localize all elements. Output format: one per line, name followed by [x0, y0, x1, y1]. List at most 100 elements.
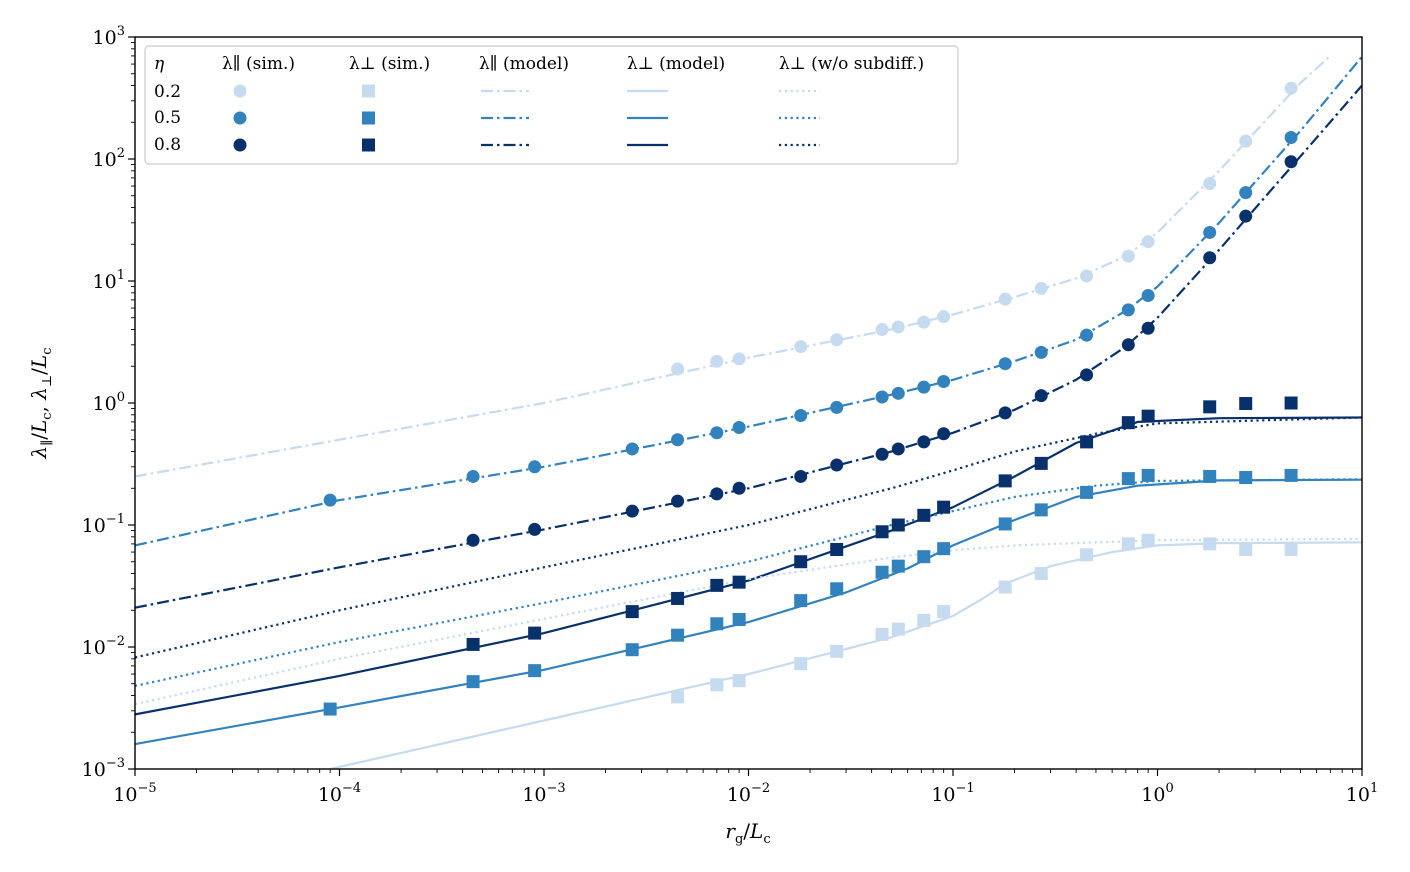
data-point-circle	[875, 390, 889, 404]
data-point-circle	[794, 408, 808, 422]
curve-model_perp-eta-0.2	[329, 541, 1362, 769]
data-point-square	[830, 644, 844, 658]
data-point-square	[891, 518, 905, 532]
y-tick-label: 101	[93, 268, 125, 293]
data-point-square	[998, 517, 1012, 531]
data-point-circle	[937, 310, 951, 324]
data-point-square	[528, 626, 542, 640]
data-point-square	[1121, 537, 1135, 551]
data-point-square	[323, 702, 337, 716]
legend: η λ∥ (sim.) λ⊥ (sim.) λ∥ (model) λ⊥ (mod…	[144, 45, 959, 165]
data-point-square	[1080, 485, 1094, 499]
x-tick-label: 10−2	[727, 781, 770, 806]
data-point-circle	[1203, 225, 1217, 239]
data-point-square	[1034, 456, 1048, 470]
data-point-circle	[710, 354, 724, 368]
data-point-square	[625, 605, 639, 619]
legend-circle-marker	[233, 111, 247, 125]
data-point-circle	[917, 380, 931, 394]
data-point-square	[937, 605, 951, 619]
data-point-circle	[917, 315, 931, 329]
data-point-circle	[671, 433, 685, 447]
data-point-circle	[1203, 176, 1217, 190]
data-point-square	[830, 542, 844, 556]
markers-sim_perp-eta-0.8	[466, 396, 1298, 651]
x-tick-label: 10−5	[113, 781, 156, 806]
data-point-square	[625, 643, 639, 657]
data-point-circle	[891, 386, 905, 400]
data-point-square	[1284, 468, 1298, 482]
data-point-circle	[732, 420, 746, 434]
data-point-square	[710, 617, 724, 631]
data-point-circle	[891, 320, 905, 334]
data-point-square	[875, 525, 889, 539]
data-point-circle	[323, 493, 337, 507]
x-tick-label: 10−4	[318, 781, 361, 806]
data-point-square	[528, 664, 542, 678]
curve-model_perp-eta-0.8	[135, 416, 1362, 716]
data-point-square	[830, 582, 844, 596]
curve-nosub_perp-eta-0.8	[135, 416, 1362, 659]
data-point-circle	[794, 340, 808, 354]
legend-symbols	[233, 84, 820, 152]
data-point-circle	[1034, 345, 1048, 359]
data-point-square	[1034, 567, 1048, 581]
data-point-circle	[1239, 134, 1253, 148]
data-point-square	[875, 627, 889, 641]
data-point-square	[732, 674, 746, 688]
data-point-square	[794, 657, 808, 671]
data-point-square	[1239, 397, 1253, 411]
legend-row-eta-0.8: 0.8	[154, 135, 181, 155]
data-point-square	[1284, 396, 1298, 410]
data-point-circle	[1141, 235, 1155, 249]
legend-col-par-model: λ∥ (model)	[479, 54, 569, 74]
data-point-circle	[1141, 321, 1155, 335]
data-point-square	[671, 690, 685, 704]
data-point-circle	[1284, 155, 1298, 169]
data-point-circle	[998, 406, 1012, 420]
data-point-square	[1034, 503, 1048, 517]
data-point-circle	[875, 323, 889, 337]
data-point-circle	[917, 435, 931, 449]
data-point-square	[1203, 469, 1217, 483]
x-tick-label: 101	[1346, 781, 1378, 806]
legend-row-eta-0.5: 0.5	[154, 108, 181, 128]
legend-col-perp-nosub: λ⊥ (w/o subdiff.)	[779, 54, 924, 74]
y-tick-label: 10−2	[82, 634, 125, 659]
data-point-circle	[998, 292, 1012, 306]
legend-square-marker	[362, 111, 375, 125]
data-point-circle	[1239, 186, 1253, 200]
data-point-square	[917, 550, 931, 564]
data-point-circle	[732, 352, 746, 366]
y-tick-label: 103	[93, 24, 125, 49]
series-layer	[135, 55, 1362, 769]
x-tick-label: 10−1	[931, 781, 974, 806]
data-point-circle	[891, 442, 905, 456]
legend-col-perp-model: λ⊥ (model)	[627, 54, 725, 74]
data-point-circle	[1034, 389, 1048, 403]
data-point-square	[1203, 400, 1217, 414]
data-point-square	[1121, 472, 1135, 486]
markers-sim_par-eta-0.2	[671, 81, 1298, 376]
data-point-square	[937, 542, 951, 556]
y-tick-label: 100	[93, 390, 125, 415]
data-point-square	[917, 613, 931, 627]
data-point-circle	[794, 469, 808, 483]
data-point-square	[710, 678, 724, 692]
data-point-circle	[1239, 209, 1253, 223]
data-point-circle	[528, 522, 542, 536]
data-point-circle	[1121, 249, 1135, 263]
markers-sim_perp-eta-0.2	[671, 533, 1298, 704]
data-point-circle	[671, 362, 685, 376]
x-tick-label: 100	[1141, 781, 1173, 806]
data-point-square	[794, 555, 808, 569]
data-point-square	[1080, 548, 1094, 562]
y-tick-label: 10−1	[82, 512, 125, 537]
data-point-square	[1239, 542, 1253, 556]
y-tick-label: 10−3	[82, 756, 125, 781]
data-point-circle	[671, 494, 685, 508]
legend-circle-marker	[233, 84, 247, 98]
data-point-circle	[625, 504, 639, 518]
data-point-square	[891, 622, 905, 636]
